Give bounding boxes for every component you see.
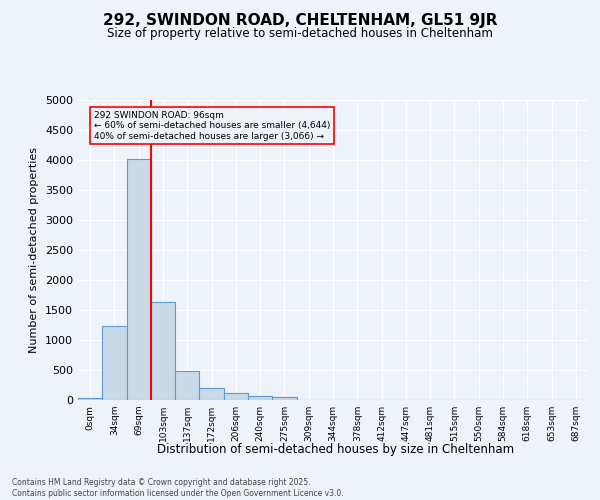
Bar: [248, 396, 272, 400]
Bar: [102, 326, 127, 400]
Text: 292, SWINDON ROAD, CHELTENHAM, GL51 9JR: 292, SWINDON ROAD, CHELTENHAM, GL51 9JR: [103, 12, 497, 28]
Y-axis label: Number of semi-detached properties: Number of semi-detached properties: [29, 147, 40, 353]
Text: Distribution of semi-detached houses by size in Cheltenham: Distribution of semi-detached houses by …: [157, 442, 515, 456]
Bar: [78, 398, 102, 400]
Bar: [224, 393, 248, 400]
Text: 292 SWINDON ROAD: 96sqm
← 60% of semi-detached houses are smaller (4,644)
40% of: 292 SWINDON ROAD: 96sqm ← 60% of semi-de…: [94, 111, 330, 140]
Bar: [272, 397, 296, 400]
Bar: [127, 159, 151, 400]
Text: Contains HM Land Registry data © Crown copyright and database right 2025.
Contai: Contains HM Land Registry data © Crown c…: [12, 478, 344, 498]
Bar: [199, 388, 224, 400]
Bar: [175, 371, 199, 400]
Text: Size of property relative to semi-detached houses in Cheltenham: Size of property relative to semi-detach…: [107, 28, 493, 40]
Bar: [151, 302, 175, 400]
